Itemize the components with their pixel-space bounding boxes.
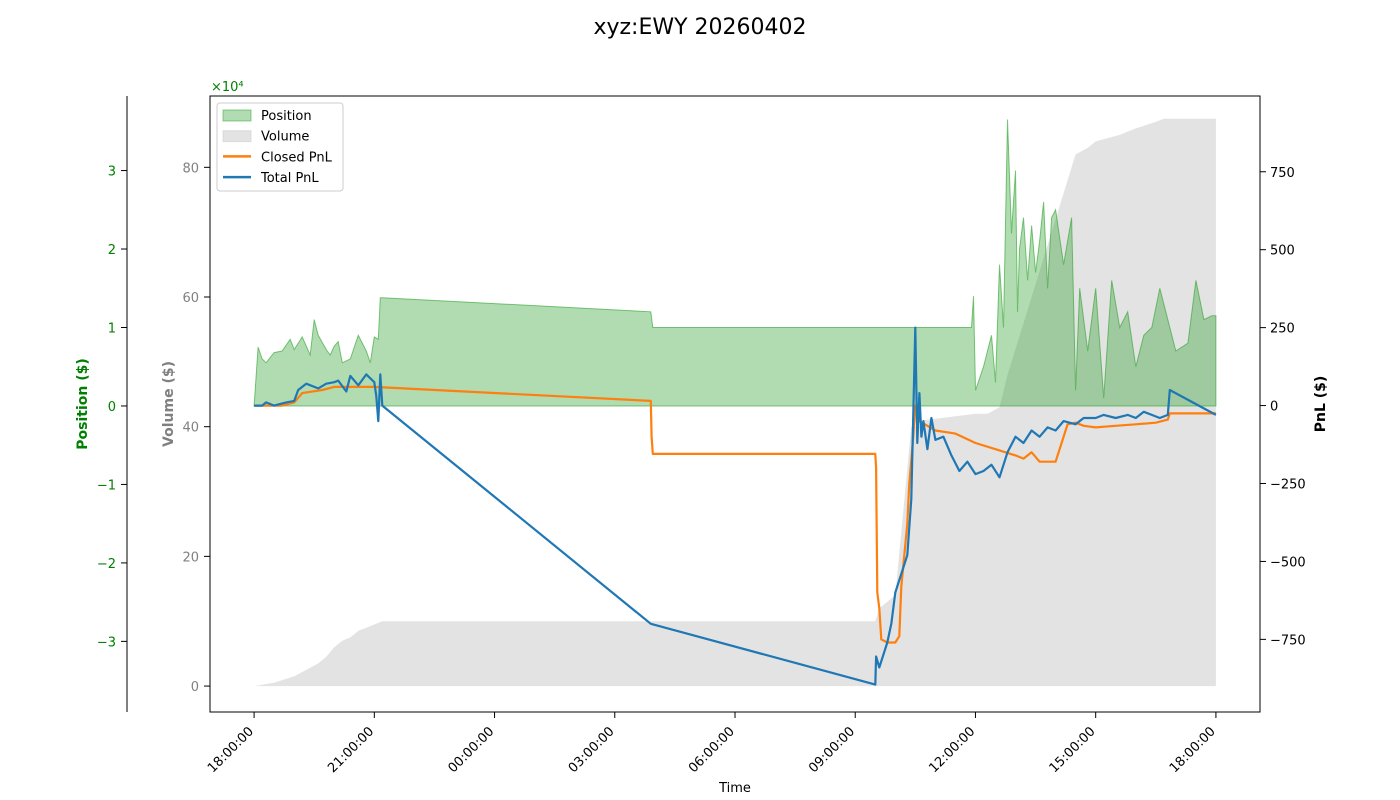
position-scale-label: ×10⁴ [211, 80, 244, 95]
pnl-tick-label: 750 [1270, 166, 1295, 181]
position-tick-label: −1 [97, 478, 116, 493]
x-tick-label: 09:00:00 [806, 724, 858, 776]
x-tick-label: 00:00:00 [445, 724, 497, 776]
volume-axis-label: Volume ($) [161, 361, 177, 447]
position-tick-label: −3 [97, 635, 116, 650]
position-axis-label: Position ($) [75, 358, 91, 450]
position-area-layer [253, 119, 1217, 407]
chart-title: xyz:EWY 20260402 [593, 15, 806, 40]
volume-tick-label: 80 [182, 161, 199, 176]
pnl-tick-label: −500 [1270, 555, 1306, 570]
pnl-axis-ticks: −750 −500 −250 0 250 500 750 [1260, 166, 1306, 648]
x-tick-label: 21:00:00 [325, 724, 377, 776]
pnl-axis-label: PnL ($) [1313, 376, 1329, 433]
x-tick-label: 18:00:00 [1167, 724, 1219, 776]
legend-label: Total PnL [260, 171, 319, 186]
position-tick-label: 1 [108, 321, 116, 336]
pnl-tick-label: −250 [1270, 477, 1306, 492]
x-axis-ticks: 18:00:00 21:00:00 00:00:00 03:00:00 06:00:00… [205, 712, 1219, 776]
x-axis-label: Time [718, 781, 751, 796]
pnl-lines-layer [254, 326, 1217, 686]
volume-tick-label: 60 [182, 291, 199, 306]
volume-tick-label: 0 [191, 680, 199, 695]
volume-area-layer [254, 118, 1216, 687]
position-axis-ticks: −3 −2 −1 0 1 2 3 [97, 165, 127, 650]
x-tick-label: 15:00:00 [1047, 724, 1099, 776]
x-tick-label: 03:00:00 [566, 724, 618, 776]
x-tick-label: 12:00:00 [926, 724, 978, 776]
legend-label: Volume [261, 130, 309, 145]
total-pnl-line [254, 326, 1217, 686]
volume-tick-label: 20 [182, 550, 199, 565]
position-tick-label: 2 [108, 243, 116, 258]
pnl-tick-label: 250 [1270, 322, 1295, 337]
pnl-tick-label: 0 [1270, 400, 1278, 415]
x-tick-label: 06:00:00 [686, 724, 738, 776]
pnl-tick-label: −750 [1270, 633, 1306, 648]
position-tick-label: 3 [108, 165, 116, 180]
position-tick-label: −2 [97, 557, 116, 572]
x-tick-label: 18:00:00 [205, 724, 257, 776]
legend-label: Position [261, 109, 312, 124]
legend-swatch-position [222, 109, 252, 122]
volume-area [254, 118, 1216, 687]
position-tick-label: 0 [108, 400, 116, 415]
volume-tick-label: 40 [182, 421, 199, 436]
pnl-tick-label: 500 [1270, 244, 1295, 259]
legend: Position Volume Closed PnL Total PnL [216, 102, 344, 192]
legend-label: Closed PnL [261, 150, 333, 165]
legend-swatch-volume [222, 130, 252, 143]
position-area [253, 119, 1217, 407]
legend-box [216, 102, 344, 192]
volume-axis-ticks: 0 20 40 60 80 [182, 161, 210, 695]
